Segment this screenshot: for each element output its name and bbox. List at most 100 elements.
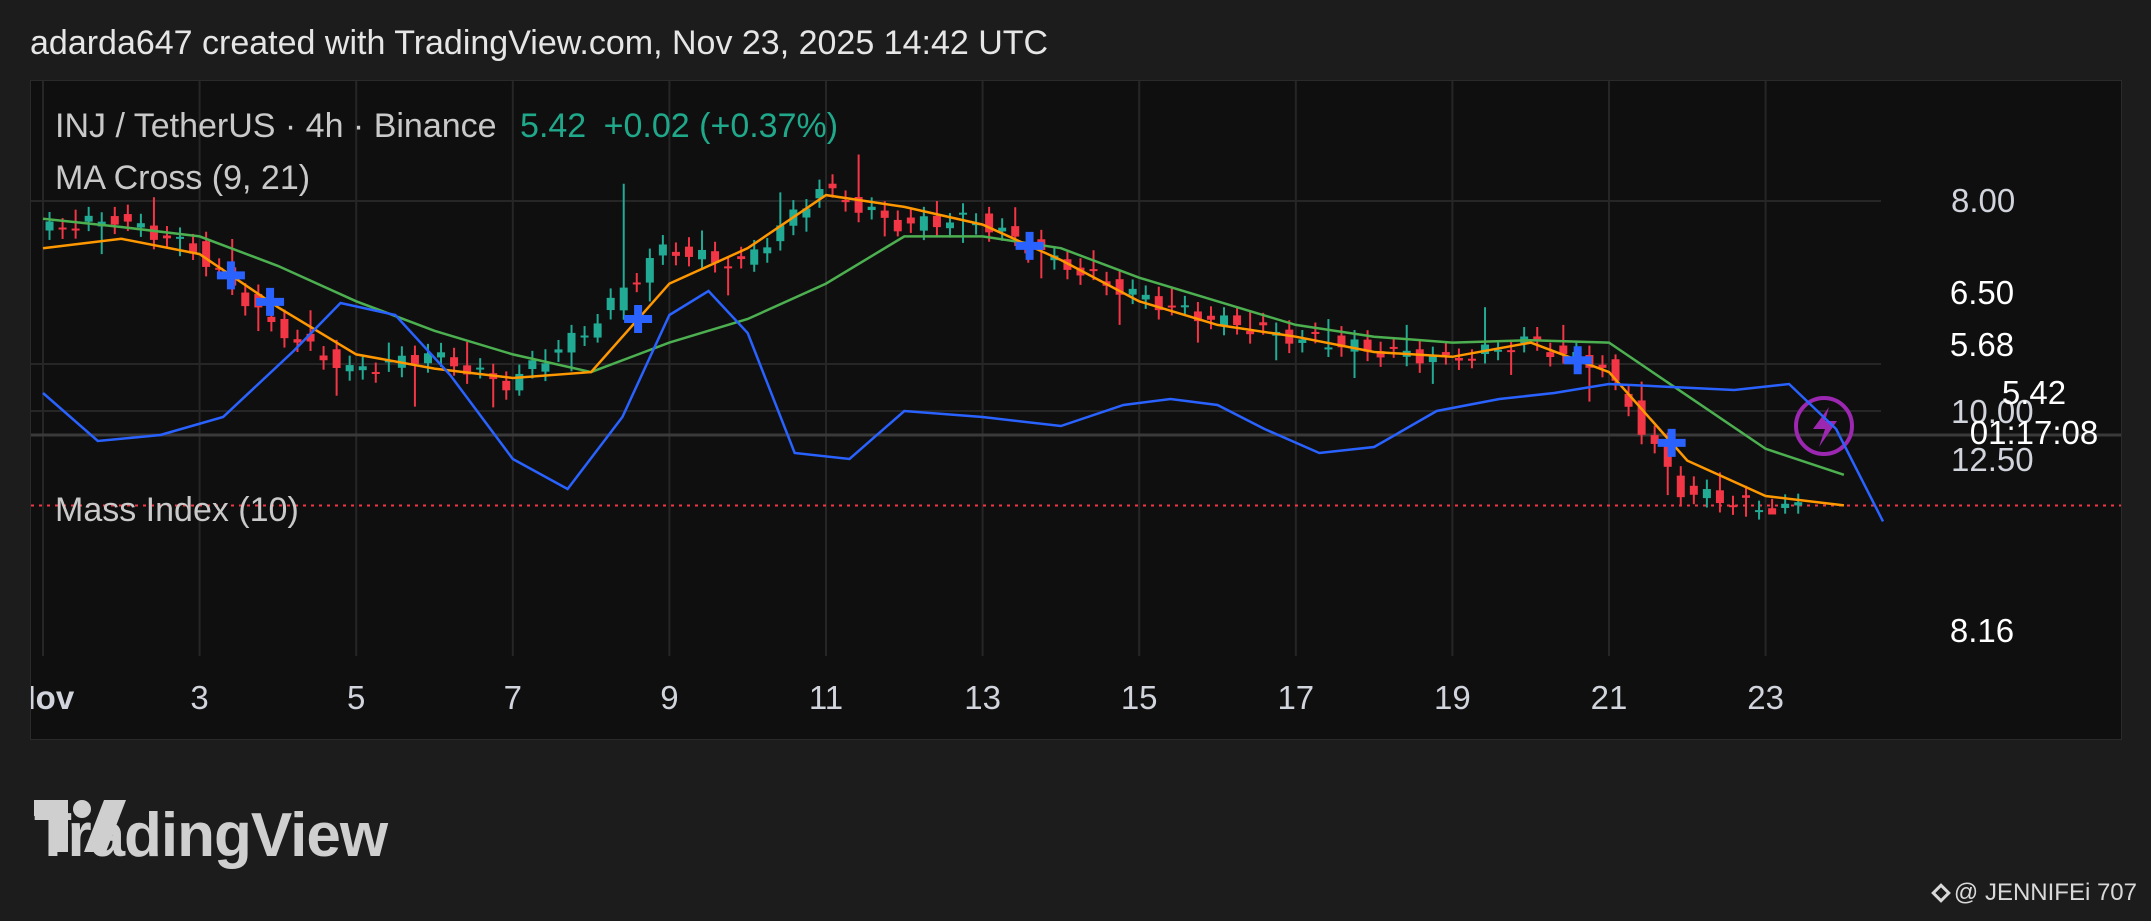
candle-body <box>71 228 80 231</box>
candle-body <box>932 215 941 228</box>
candle-body <box>319 355 328 361</box>
candle-body <box>750 249 759 265</box>
x-axis-tick: 15 <box>1121 679 1158 716</box>
candle-body <box>1324 347 1333 350</box>
candle-body <box>332 349 341 369</box>
cross-marker <box>256 287 285 316</box>
candle-body <box>450 357 459 367</box>
lightning-bolt-icon <box>1813 407 1837 447</box>
x-axis-tick: 7 <box>504 679 522 716</box>
candle-body <box>136 223 145 228</box>
ma-cross-legend: MA Cross (9, 21) <box>55 159 311 197</box>
candle-body <box>1598 364 1607 368</box>
candle-body <box>176 236 185 239</box>
candle-body <box>241 292 250 307</box>
chart-frame[interactable]: 8.00 12.50 10.00 Nov 3 5 7 9 11 13 15 17 19 21 23 INJ … <box>30 80 2122 740</box>
candle-body <box>906 217 915 224</box>
candle-body <box>1454 357 1463 361</box>
countdown-value: 01:17:08 <box>1969 414 2099 451</box>
candle-body <box>1689 485 1698 495</box>
last-price-label: 5.42 <box>520 107 587 145</box>
candle-body <box>645 258 654 283</box>
cross-marker <box>1015 231 1044 260</box>
x-axis-tick: 11 <box>809 679 843 716</box>
candle-body <box>1011 226 1020 237</box>
candle-body <box>1676 475 1685 498</box>
candle-body <box>437 352 446 358</box>
candle-body <box>1167 305 1176 308</box>
cross-marker <box>216 261 245 290</box>
candle-body <box>828 183 837 189</box>
candle-body <box>515 373 524 391</box>
candle-body <box>1781 503 1790 508</box>
x-axis-tick: 5 <box>347 679 365 716</box>
candle-body <box>580 335 589 338</box>
x-axis-tick: Nov <box>31 679 75 716</box>
candle-body <box>1233 315 1242 326</box>
candle-body <box>1533 336 1542 342</box>
candle-body <box>724 266 733 269</box>
mass-axis-tick: 10.00 <box>1951 393 2034 430</box>
candle-body <box>267 316 276 323</box>
candle-body <box>1494 349 1503 352</box>
candle-body <box>84 215 93 222</box>
candle-body <box>1115 279 1124 295</box>
candle-body <box>763 247 772 254</box>
symbol-label: INJ / TetherUS · 4h · Binance <box>55 107 497 145</box>
candle-body <box>110 216 119 225</box>
candle-body <box>1141 294 1150 300</box>
candle-body <box>1180 305 1189 308</box>
candle-body <box>1311 331 1320 334</box>
candle-body <box>919 216 928 231</box>
chart-svg[interactable]: 8.00 12.50 10.00 Nov 3 5 7 9 11 13 15 17 19 21 23 <box>31 81 2121 739</box>
candle-body <box>1154 296 1163 311</box>
x-axis-tick: 21 <box>1591 679 1628 716</box>
candle-body <box>1742 495 1751 498</box>
candle-body <box>280 318 289 339</box>
candle-body <box>737 256 746 260</box>
candle-body <box>1559 345 1568 355</box>
candle-body <box>1637 400 1646 435</box>
candle-body <box>502 380 511 391</box>
last-price-badge: 5.42 01:17:08 <box>1959 370 2109 462</box>
candle-body <box>476 367 485 370</box>
mass-index-line <box>42 289 1885 522</box>
candle-body <box>202 241 211 267</box>
candle-body <box>463 365 472 375</box>
candle-body <box>1702 489 1711 499</box>
x-axis-tick: 3 <box>190 679 208 716</box>
price-axis-tick: 8.00 <box>1951 182 2015 219</box>
watermark: @ JENNIFEi 707 <box>1931 879 2137 907</box>
candle-body <box>1259 322 1268 326</box>
candle-body <box>423 353 432 364</box>
candle-body <box>945 222 954 229</box>
tradingview-logo-icon <box>34 800 126 852</box>
mass-index-legend: Mass Index (10) <box>55 491 299 529</box>
candle-body <box>619 287 628 311</box>
ma-blue-badge: 6.50 <box>1949 274 2015 311</box>
candle-body <box>1128 288 1137 295</box>
candle-body <box>1467 358 1476 361</box>
candle-body <box>1363 339 1372 352</box>
x-axis-tick: 19 <box>1434 679 1471 716</box>
candle-body <box>1298 339 1307 344</box>
candle-body <box>567 332 576 353</box>
candle-body <box>985 213 994 233</box>
candle-body <box>1794 502 1803 506</box>
x-axis-tick: 13 <box>964 679 1001 716</box>
ma-slow-line <box>42 217 1845 476</box>
lightning-icon <box>1794 396 1854 456</box>
mass-axis-tick: 12.50 <box>1951 441 2034 478</box>
candle-body <box>1715 490 1724 504</box>
candle-body <box>1246 331 1255 335</box>
last-price-value: 5.42 <box>2001 374 2067 411</box>
candle-body <box>959 212 968 215</box>
candle-body <box>345 365 354 372</box>
candle-body <box>606 297 615 311</box>
candle-body <box>1350 339 1359 352</box>
candle-body <box>684 246 693 257</box>
cross-marker <box>1657 428 1686 457</box>
candle-body <box>528 360 537 370</box>
candle-body <box>1206 315 1215 320</box>
candle-body <box>149 225 158 240</box>
